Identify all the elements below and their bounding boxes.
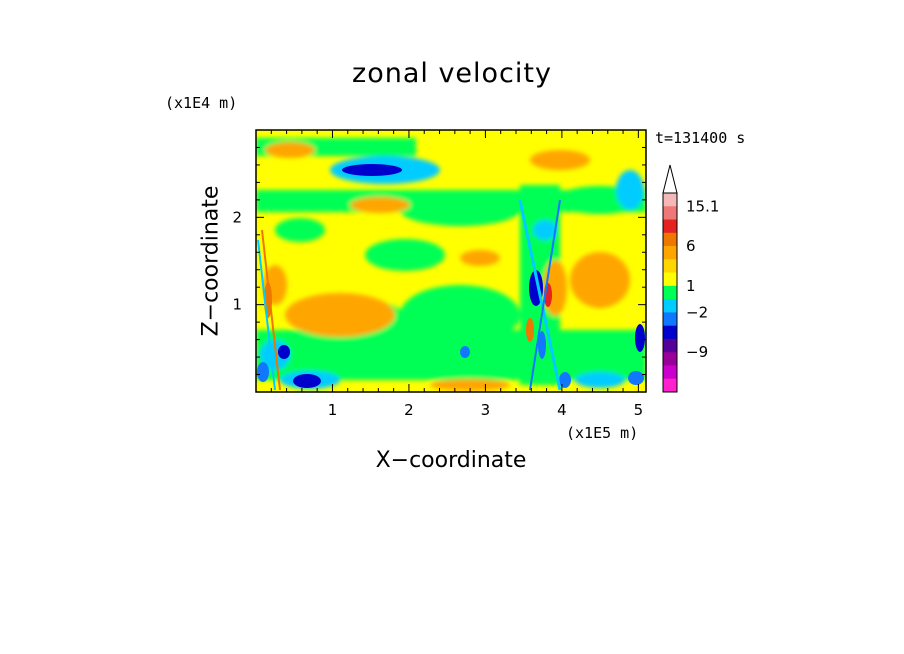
x-axis-unit: (x1E5 m) — [566, 424, 639, 442]
y-tick-label: 2 — [232, 208, 242, 226]
colorbar-swatch — [663, 232, 677, 247]
colorbar-label: 1 — [686, 277, 696, 295]
colorbar-extend-arrow — [662, 164, 678, 194]
axes: 1 2 3 4 5 1 2 — [232, 129, 646, 419]
colorbar-swatch — [663, 378, 677, 393]
plot-frame — [255, 129, 647, 393]
chart-title: zonal velocity — [352, 58, 552, 89]
colorbar-swatch — [663, 365, 677, 380]
colorbar-swatch — [663, 285, 677, 300]
colorbar-swatch — [663, 259, 677, 273]
x-axis-label: X−coordinate — [375, 448, 527, 473]
colorbar-swatch — [663, 246, 677, 260]
colorbar-label: 6 — [686, 237, 696, 255]
x-tick-label: 4 — [557, 401, 567, 419]
colorbar-swatch — [663, 219, 677, 234]
colorbar-swatch — [663, 206, 677, 220]
y-tick-label: 1 — [232, 296, 242, 314]
colorbar-swatch — [663, 338, 677, 353]
colorbar-label: 15.1 — [686, 197, 719, 215]
colorbar-swatch — [663, 299, 677, 313]
colorbar-swatch — [663, 312, 677, 326]
x-tick-label: 1 — [328, 401, 338, 419]
x-tick-label: 3 — [481, 401, 491, 419]
y-axis-unit: (x1E4 m) — [165, 94, 238, 112]
colorbar: 15.1 6 1 −2 −9 — [662, 164, 719, 393]
colorbar-frame — [662, 192, 678, 393]
colorbar-swatch — [663, 272, 677, 287]
colorbar-label: −2 — [686, 303, 708, 321]
colorbar-swatch — [663, 193, 677, 207]
colorbar-label: −9 — [686, 343, 708, 361]
colorbar-swatch — [663, 352, 677, 366]
contour-field — [256, 130, 646, 392]
x-tick-label: 2 — [404, 401, 414, 419]
colorbar-swatch — [663, 325, 677, 340]
time-label: t=131400 s — [655, 129, 746, 147]
x-tick-label: 5 — [634, 401, 644, 419]
